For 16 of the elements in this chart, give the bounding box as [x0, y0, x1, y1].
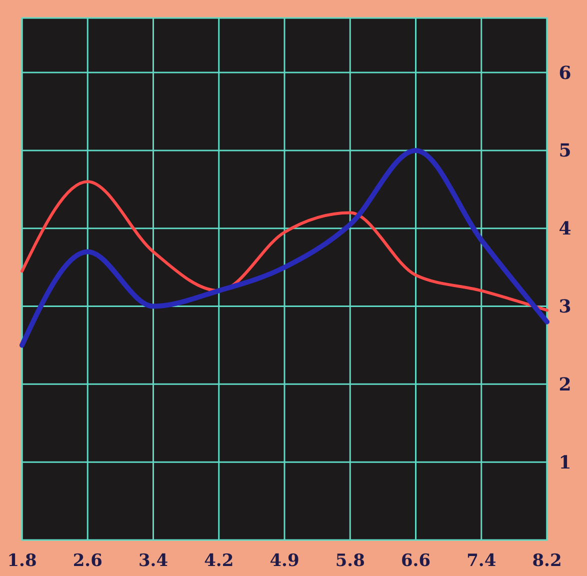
x-tick-label: 3.4: [138, 551, 168, 571]
x-tick-label: 8.2: [532, 551, 562, 571]
x-tick-label: 5.8: [335, 551, 365, 571]
x-tick-label: 1.8: [7, 551, 37, 571]
x-tick-label: 6.6: [400, 551, 431, 571]
y-tick-label: 3: [558, 296, 572, 318]
x-tick-label: 2.6: [72, 551, 102, 571]
y-tick-label: 2: [558, 374, 572, 396]
y-tick-label: 4: [558, 218, 572, 240]
y-tick-label: 5: [558, 140, 572, 162]
x-tick-label: 4.9: [270, 551, 300, 571]
y-tick-label: 6: [558, 62, 572, 84]
x-tick-label: 7.4: [466, 551, 496, 571]
y-tick-label: 1: [558, 452, 572, 474]
line-series: [20, 180, 548, 312]
x-tick-label: 4.2: [204, 551, 234, 571]
